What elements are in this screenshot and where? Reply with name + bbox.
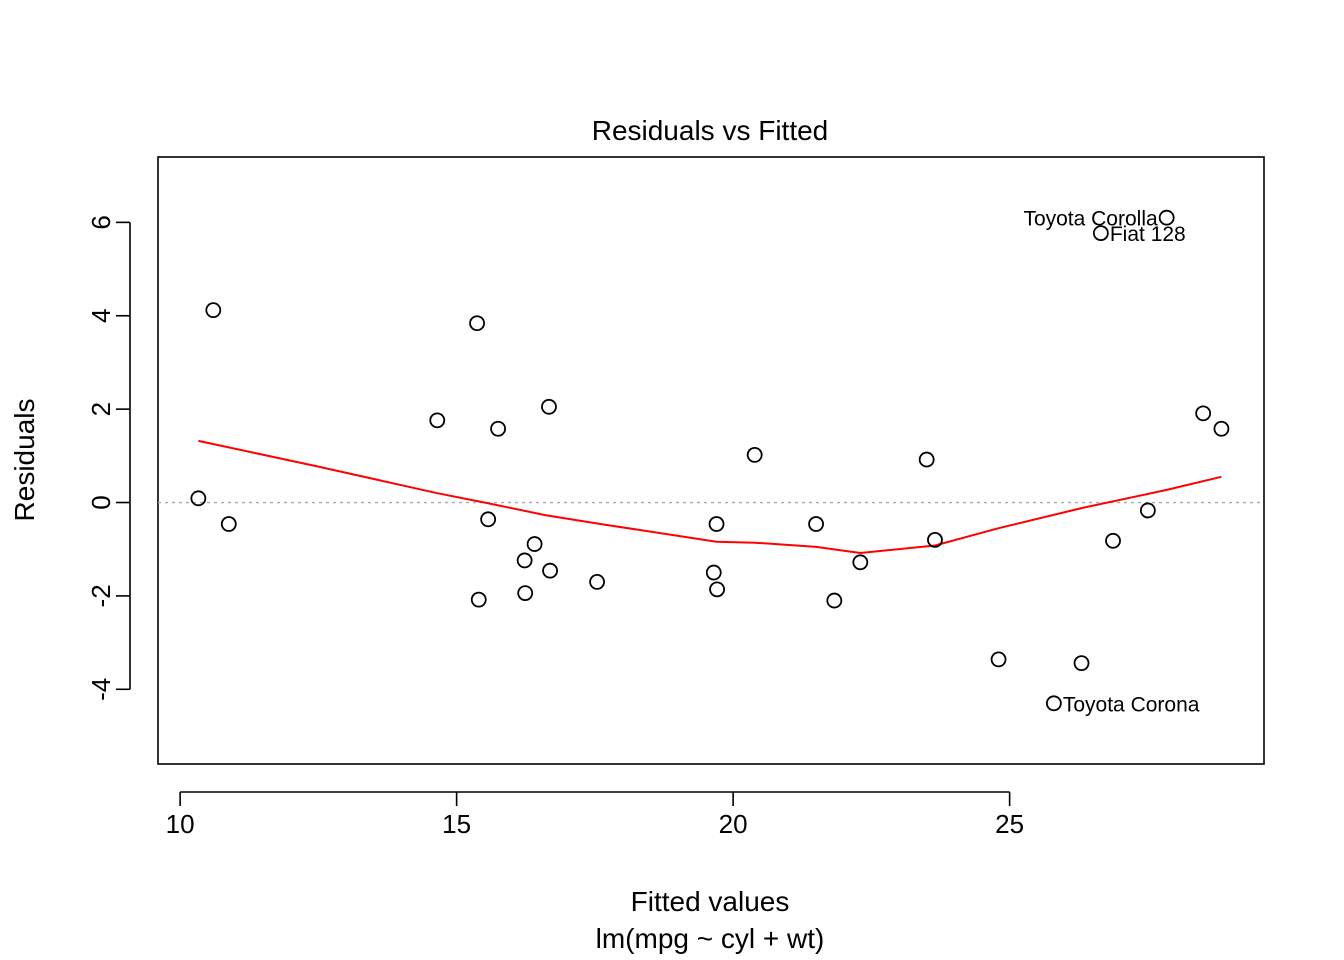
data-point [918, 451, 935, 468]
data-point [1105, 532, 1121, 549]
data-point [709, 581, 725, 598]
data-point [490, 420, 506, 437]
plot-frame [157, 156, 1265, 765]
data-point [205, 302, 222, 319]
data-point [517, 585, 534, 602]
data-point [589, 574, 605, 590]
model-formula-subtitle: lm(mpg ~ cyl + wt) [596, 923, 825, 954]
data-point [826, 592, 843, 609]
data-point [1213, 420, 1230, 437]
data-point [541, 398, 557, 415]
y-tick-label: 2 [86, 402, 116, 416]
data-point [927, 531, 943, 548]
data-point [190, 490, 207, 507]
y-tick-label: -4 [86, 678, 116, 701]
data-point [746, 446, 763, 463]
point-label: Fiat 128 [1110, 223, 1186, 246]
point-label: Toyota Corona [1063, 693, 1200, 716]
data-point [470, 591, 487, 608]
data-point [1073, 655, 1090, 672]
y-axis: -4 -2 0 2 4 6 [86, 215, 131, 701]
data-point [1045, 695, 1062, 712]
y-tick-label: 4 [86, 309, 116, 323]
x-tick-label: 20 [719, 809, 748, 839]
data-point [852, 554, 869, 571]
smoother-line [198, 439, 1222, 555]
x-tick-label: 10 [166, 809, 195, 839]
data-point [429, 412, 446, 429]
data-point [526, 536, 543, 552]
points-layer [190, 209, 1230, 712]
data-point [542, 562, 558, 579]
data-point [1158, 209, 1175, 226]
x-tick-label: 15 [442, 809, 471, 839]
smoother-layer [198, 439, 1222, 555]
data-point [1139, 502, 1156, 519]
data-point [220, 516, 237, 532]
chart-title: Residuals vs Fitted [592, 115, 829, 146]
data-point [480, 511, 497, 528]
data-point [469, 315, 485, 332]
data-point [516, 552, 533, 569]
data-point [1092, 225, 1109, 242]
x-axis: 10 15 20 25 [166, 791, 1024, 839]
data-point [990, 651, 1007, 668]
y-axis-label: Residuals [9, 399, 40, 522]
x-tick-label: 25 [995, 809, 1024, 839]
y-tick-label: 0 [86, 495, 116, 509]
point-label: Toyota Corolla [1023, 208, 1158, 231]
data-point [708, 516, 725, 532]
data-point [808, 516, 824, 532]
data-point [705, 564, 722, 581]
data-point [1195, 405, 1212, 422]
y-tick-label: -2 [86, 584, 116, 607]
y-tick-label: 6 [86, 215, 116, 229]
x-axis-label: Fitted values [631, 886, 790, 917]
